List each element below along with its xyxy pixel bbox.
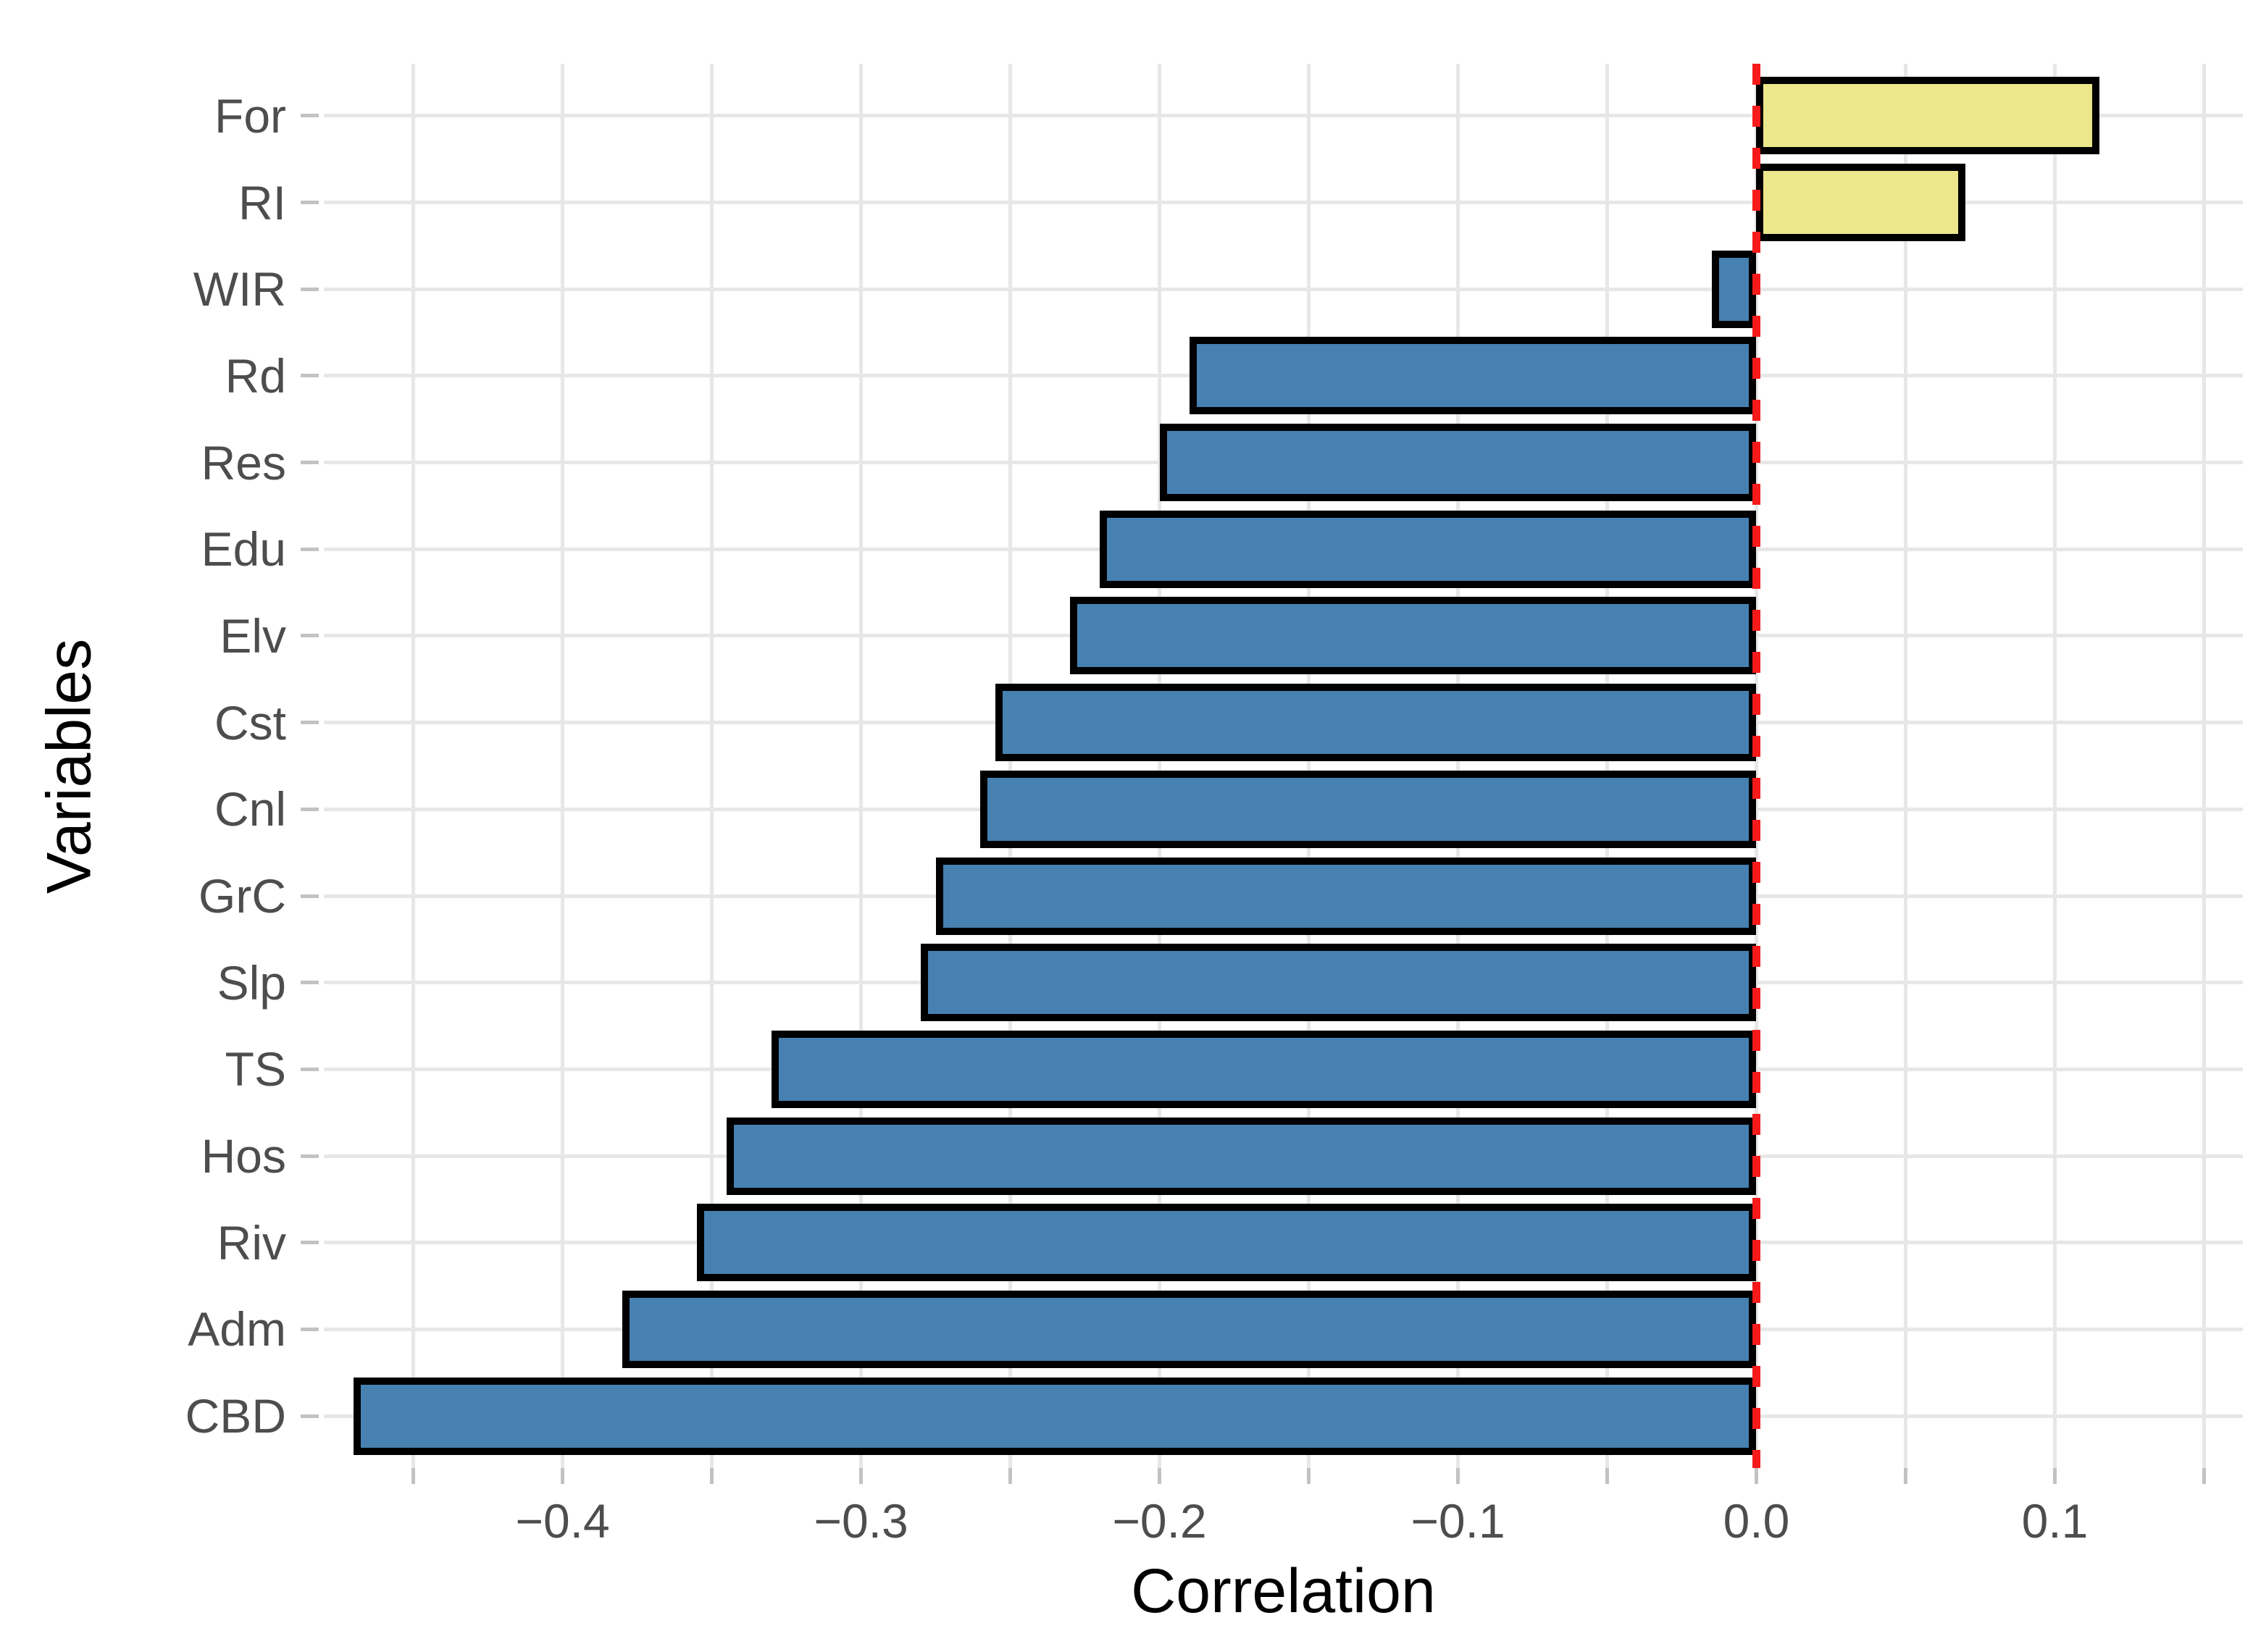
bar-RI xyxy=(1756,164,1965,241)
y-axis-tick xyxy=(301,1067,319,1071)
x-axis-tick xyxy=(859,1468,864,1484)
x-tick-label: 0.1 xyxy=(2021,1494,2089,1548)
y-axis-tick xyxy=(301,114,319,118)
y-axis-tick xyxy=(301,547,319,551)
y-axis-tick xyxy=(301,461,319,465)
x-axis-tick xyxy=(1307,1468,1311,1484)
x-axis-tick xyxy=(2052,1468,2057,1484)
x-axis-tick xyxy=(1008,1468,1013,1484)
horizontal-gridline xyxy=(324,201,2243,204)
vertical-gridline xyxy=(710,64,714,1468)
x-axis-tick xyxy=(411,1468,416,1484)
x-tick-label: −0.2 xyxy=(1112,1494,1207,1548)
y-tick-label-Hos: Hos xyxy=(201,1129,286,1183)
bar-WIR xyxy=(1711,250,1757,328)
y-tick-label-RI: RI xyxy=(238,175,286,230)
bar-TS xyxy=(771,1030,1757,1108)
y-axis-tick xyxy=(301,981,319,985)
y-axis-tick xyxy=(301,201,319,204)
y-axis-title: Variables xyxy=(34,638,104,894)
vertical-gridline xyxy=(411,64,416,1468)
x-axis-tick xyxy=(1903,1468,1907,1484)
y-tick-label-Res: Res xyxy=(201,435,286,490)
y-tick-label-CBD: CBD xyxy=(185,1389,286,1443)
vertical-gridline xyxy=(1158,64,1162,1468)
y-tick-label-Cnl: Cnl xyxy=(214,782,286,837)
y-axis-tick xyxy=(301,1327,319,1331)
bar-Adm xyxy=(622,1290,1757,1368)
y-tick-label-Rd: Rd xyxy=(225,348,286,403)
vertical-gridline xyxy=(1008,64,1013,1468)
bar-Hos xyxy=(727,1117,1757,1195)
y-tick-label-For: For xyxy=(214,88,286,143)
bar-Edu xyxy=(1100,510,1757,588)
y-tick-label-Riv: Riv xyxy=(217,1215,286,1270)
zero-reference-line xyxy=(1752,64,1760,1468)
y-tick-label-TS: TS xyxy=(225,1042,286,1097)
y-axis-tick xyxy=(301,1414,319,1418)
x-axis-tick xyxy=(1605,1468,1609,1484)
bar-Slp xyxy=(920,944,1757,1022)
bar-GrC xyxy=(935,857,1757,935)
y-axis-tick xyxy=(301,894,319,898)
bar-Elv xyxy=(1069,597,1757,675)
vertical-gridline xyxy=(561,64,565,1468)
bar-For xyxy=(1756,77,2100,155)
x-axis-tick xyxy=(1456,1468,1460,1484)
y-tick-label-GrC: GrC xyxy=(198,869,286,923)
x-tick-label: −0.3 xyxy=(814,1494,908,1548)
y-axis-tick xyxy=(301,721,319,725)
bar-Cnl xyxy=(980,770,1757,848)
horizontal-gridline xyxy=(324,114,2243,118)
y-tick-label-Adm: Adm xyxy=(188,1302,286,1357)
vertical-gridline xyxy=(1903,64,1907,1468)
y-axis-tick xyxy=(301,634,319,638)
y-axis-tick xyxy=(301,374,319,378)
vertical-gridline xyxy=(1456,64,1460,1468)
x-tick-label: 0.0 xyxy=(1723,1494,1790,1548)
horizontal-gridline xyxy=(324,287,2243,291)
y-axis-tick xyxy=(301,1154,319,1158)
y-axis-tick xyxy=(301,287,319,291)
y-tick-label-Elv: Elv xyxy=(220,608,286,663)
vertical-gridline xyxy=(1307,64,1311,1468)
y-tick-label-Cst: Cst xyxy=(214,695,286,750)
vertical-gridline xyxy=(1605,64,1609,1468)
y-tick-label-WIR: WIR xyxy=(193,262,286,316)
bar-Rd xyxy=(1189,337,1757,415)
vertical-gridline xyxy=(2052,64,2057,1468)
plot-panel xyxy=(324,64,2243,1468)
x-axis-tick xyxy=(2202,1468,2206,1484)
bar-Cst xyxy=(995,684,1757,762)
vertical-gridline xyxy=(2202,64,2206,1468)
y-axis-tick xyxy=(301,1241,319,1245)
x-tick-label: −0.4 xyxy=(515,1494,610,1548)
bar-CBD xyxy=(354,1377,1757,1455)
y-tick-label-Edu: Edu xyxy=(201,522,286,576)
x-axis-tick xyxy=(561,1468,565,1484)
x-axis-title: Correlation xyxy=(1131,1556,1436,1626)
x-tick-label: −0.1 xyxy=(1410,1494,1505,1548)
x-axis-tick xyxy=(710,1468,714,1484)
vertical-gridline xyxy=(859,64,864,1468)
bar-Res xyxy=(1159,424,1757,502)
bar-Riv xyxy=(696,1204,1757,1282)
y-axis-tick xyxy=(301,807,319,811)
x-axis-tick xyxy=(1754,1468,1758,1484)
y-tick-label-Slp: Slp xyxy=(217,955,286,1010)
x-axis-tick xyxy=(1158,1468,1162,1484)
